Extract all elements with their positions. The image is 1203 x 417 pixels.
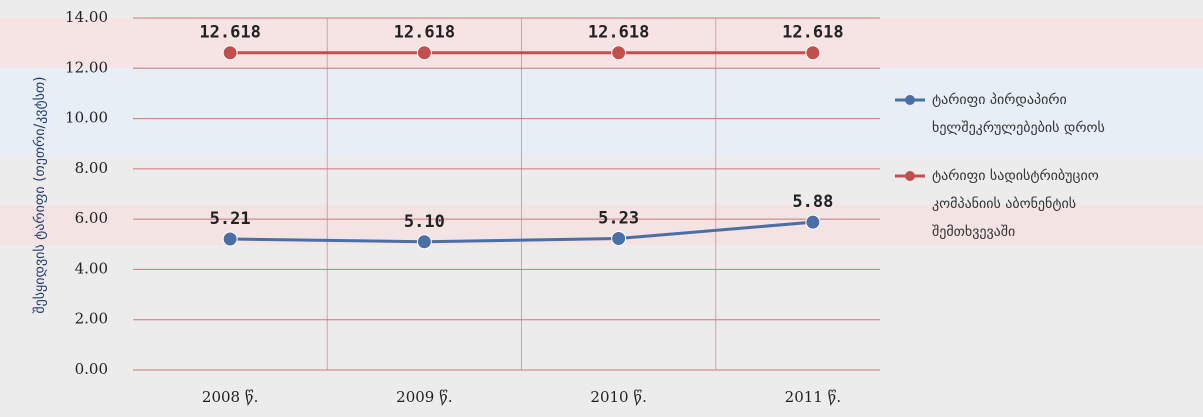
y-tick-label: 12.00 [65,58,108,76]
y-tick-label: 2.00 [75,310,108,328]
band [0,68,1203,156]
y-tick-label: 6.00 [75,209,108,227]
y-tick-label: 10.00 [65,109,108,127]
x-tick-label: 2010 წ. [590,388,646,406]
data-label: 12.618 [394,23,455,43]
x-tick-label: 2011 წ. [785,388,841,406]
point [805,214,821,230]
point [222,45,238,61]
point [611,231,627,247]
data-label: 12.618 [588,23,649,43]
point [222,231,238,247]
x-tick-label: 2009 წ. [396,388,452,406]
band [0,18,1203,68]
data-label: 12.618 [199,23,260,43]
legend-line: ხელშეკრულებების დროს [932,119,1105,136]
point [416,234,432,250]
legend-label: ტარიფი სადისტრიბუციო კომპანიის აბონენტის შ… [932,167,1099,240]
legend-line: შემთხვევაში [932,224,1015,240]
y-tick-label: 14.00 [65,8,108,26]
data-label: 5.21 [210,209,251,229]
data-label: 12.618 [782,23,843,43]
point [805,45,821,61]
legend-marker [905,171,915,181]
y-tick-label: 8.00 [75,159,108,177]
y-axis-label: შესყიდვის ტარიფი (თეთრი/კვტსთ) [31,76,48,313]
legend-line: კომპანიის აბონენტის [932,196,1076,212]
legend-line: ტარიფი პირდაპირი [932,91,1067,108]
legend-marker [905,95,915,105]
series-line [230,220,814,244]
legend-label: ტარიფი პირდაპირი ხელშეკრულებების დროს [932,91,1105,136]
data-label: 5.88 [792,192,833,212]
y-tick-label: 0.00 [75,360,108,378]
x-tick-label: 2008 წ. [202,388,258,406]
point [416,45,432,61]
data-label: 5.23 [598,209,639,229]
y-tick-label: 4.00 [75,259,108,277]
data-label: 5.10 [404,212,445,232]
point [611,45,627,61]
legend-line: ტარიფი სადისტრიბუციო [932,167,1099,184]
